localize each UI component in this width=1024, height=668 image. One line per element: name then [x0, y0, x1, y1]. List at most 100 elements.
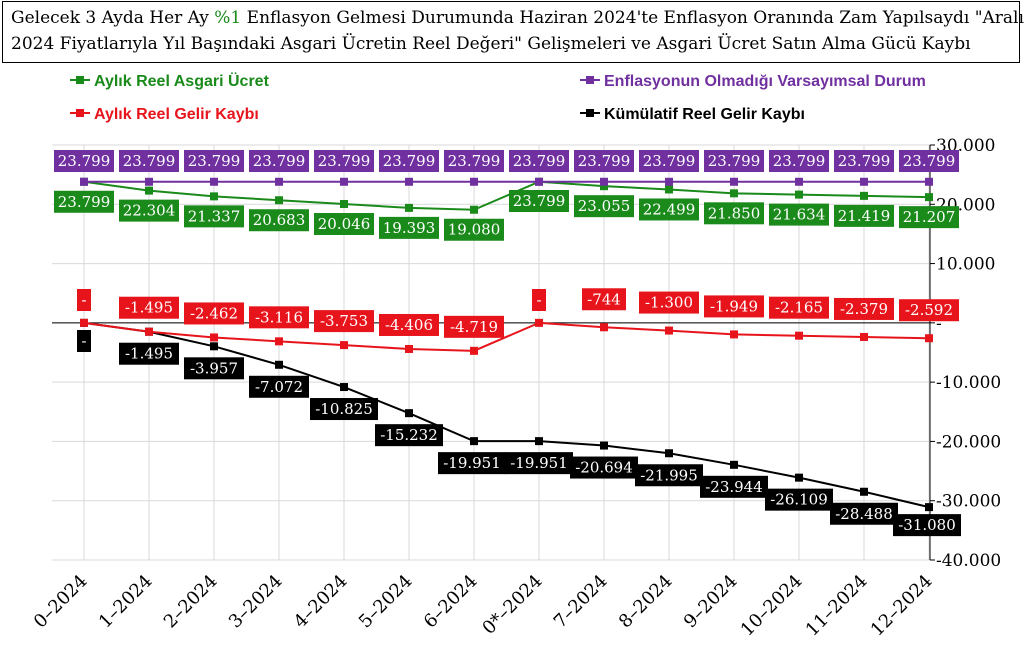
data-label-monthly-loss: -2.462 [184, 302, 244, 325]
data-label-no-inflation-bg [574, 150, 634, 172]
data-label-no-inflation-text: 23.799 [58, 152, 111, 170]
data-label-real-wage-bg [314, 213, 374, 236]
data-point-no_inflation [405, 177, 413, 186]
data-label-real-wage: 21.419 [834, 204, 894, 227]
x-tick-label: 5–2024 [355, 571, 417, 633]
data-label-monthly-loss-bg [532, 289, 546, 311]
x-tick-label: 6–2024 [420, 571, 482, 633]
data-label-cumulative-loss-text: - [81, 332, 86, 350]
data-label-real-wage-text: 22.499 [643, 200, 696, 218]
data-label-monthly-loss-bg [899, 299, 959, 322]
data-point-cumulative_loss [730, 460, 738, 469]
data-label-no-inflation-bg [509, 150, 569, 172]
data-label-no-inflation-text: 23.799 [773, 152, 826, 170]
series-line-real_wage [83, 180, 930, 211]
data-point-real_wage [730, 189, 738, 198]
data-label-cumulative-loss: -31.080 [893, 514, 961, 537]
data-label-cumulative-loss: -19.951 [505, 452, 573, 475]
data-label-monthly-loss-bg [769, 296, 829, 319]
data-label-no-inflation: 23.799 [314, 150, 374, 172]
data-point-cumulative_loss [210, 342, 218, 351]
data-label-cumulative-loss-bg [570, 456, 638, 479]
data-label-no-inflation: 23.799 [444, 150, 504, 172]
data-point-monthly_loss [405, 344, 413, 353]
data-point-real_wage [210, 192, 218, 201]
x-tick-label: 11–2024 [802, 571, 872, 641]
data-label-real-wage: 21.634 [769, 203, 829, 226]
data-label-cumulative-loss-text: -21.995 [640, 466, 698, 484]
chart-title-line-1: Gelecek 3 Ayda Her Ay %1 Enflasyon Gelme… [11, 8, 1024, 28]
data-label-real-wage-text: 22.304 [123, 202, 176, 220]
data-label-monthly-loss-bg [119, 296, 179, 319]
data-label-real-wage: 21.337 [184, 205, 244, 228]
data-label-cumulative-loss-text: -20.694 [575, 459, 633, 477]
data-label-cumulative-loss-text: -1.495 [125, 345, 173, 363]
data-label-cumulative-loss-text: -28.488 [835, 505, 893, 523]
y-tick-label: -20.000 [936, 432, 1001, 452]
data-point-no_inflation [340, 177, 348, 186]
y-tick-label: -30.000 [936, 492, 1001, 512]
data-label-no-inflation-text: 23.799 [643, 152, 696, 170]
data-label-real-wage-text: 21.850 [708, 204, 761, 222]
data-label-cumulative-loss-bg [184, 357, 244, 380]
data-label-no-inflation: 23.799 [54, 150, 114, 172]
data-label-monthly-loss-text: -2.379 [840, 300, 888, 318]
data-label-real-wage-bg [119, 199, 179, 222]
data-label-monthly-loss: - [532, 289, 546, 311]
data-label-no-inflation-text: 23.799 [708, 152, 761, 170]
data-point-monthly_loss [665, 326, 673, 335]
title-text-a: Gelecek 3 Ayda Her Ay [11, 8, 215, 28]
data-label-cumulative-loss-text: -10.825 [315, 400, 373, 418]
data-label-cumulative-loss-text: -3.957 [190, 359, 238, 377]
legend-entry: Kümülatif Reel Gelir Kaybı [604, 106, 805, 123]
data-label-cumulative-loss: -21.995 [635, 464, 703, 487]
data-point-cumulative_loss [535, 437, 543, 446]
data-label-monthly-loss-text: - [81, 291, 86, 309]
legend-entry: Enflasyonun Olmadığı Varsayımsal Durum [604, 73, 926, 90]
data-point-monthly_loss [145, 327, 153, 336]
data-label-real-wage: 23.055 [574, 195, 634, 218]
data-label-monthly-loss-text: -744 [587, 290, 621, 308]
data-label-monthly-loss: -3.753 [314, 310, 374, 333]
data-label-real-wage-bg [249, 209, 309, 232]
data-label-monthly-loss: -1.300 [639, 291, 699, 314]
y-tick-label: -40.000 [936, 551, 1001, 571]
data-label-monthly-loss-bg [249, 306, 309, 329]
data-label-real-wage-bg [834, 204, 894, 227]
data-point-no_inflation [80, 177, 88, 186]
x-tick-label: 1–2024 [95, 571, 157, 633]
data-point-no_inflation [600, 177, 608, 186]
data-label-real-wage: 21.207 [899, 206, 959, 229]
data-label-no-inflation-text: 23.799 [383, 152, 436, 170]
data-label-real-wage: 19.393 [379, 216, 439, 239]
data-label-no-inflation-text: 23.799 [448, 152, 501, 170]
data-label-cumulative-loss-text: -15.232 [380, 426, 438, 444]
data-label-monthly-loss-text: -2.165 [775, 299, 823, 317]
data-point-monthly_loss [535, 318, 543, 327]
data-label-cumulative-loss: -10.825 [310, 398, 378, 421]
data-label-no-inflation-bg [314, 150, 374, 172]
data-label-real-wage-text: 19.393 [383, 219, 436, 237]
data-label-no-inflation: 23.799 [119, 150, 179, 172]
data-label-monthly-loss-text: -1.949 [710, 297, 758, 315]
data-label-real-wage-bg [899, 206, 959, 229]
y-tick-label: 10.000 [936, 255, 995, 275]
data-point-real_wage [340, 200, 348, 209]
data-label-no-inflation-bg [639, 150, 699, 172]
data-point-real_wage [275, 196, 283, 205]
data-label-real-wage-text: 23.055 [578, 197, 631, 215]
data-label-no-inflation: 23.799 [184, 150, 244, 172]
data-label-real-wage-text: 21.337 [188, 207, 241, 225]
data-label-real-wage-bg [184, 205, 244, 228]
series-line-monthly_loss [83, 321, 930, 352]
data-point-monthly_loss [80, 318, 88, 327]
data-label-cumulative-loss: -15.232 [375, 424, 443, 447]
x-tick-label: 4–2024 [290, 571, 352, 633]
data-label-real-wage: 23.799 [509, 190, 569, 212]
data-point-cumulative_loss [275, 360, 283, 369]
data-point-real_wage [860, 191, 868, 200]
data-label-cumulative-loss-bg [375, 424, 443, 447]
data-label-no-inflation-bg [119, 150, 179, 172]
x-tick-label: 3–2024 [225, 571, 287, 633]
